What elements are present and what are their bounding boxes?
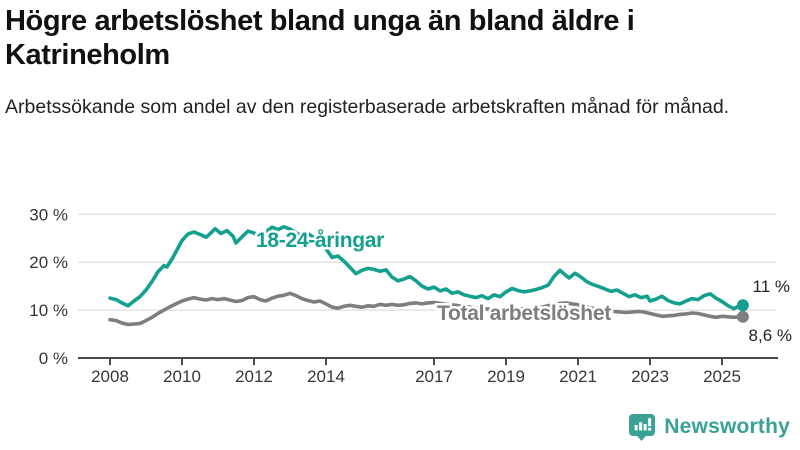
x-axis-label: 2019 — [487, 367, 525, 386]
total-series-label: Total arbetslöshet — [437, 302, 611, 325]
chart-header: Högre arbetslöshet bland unga än bland ä… — [5, 4, 795, 122]
youth-unemployment-line — [108, 225, 745, 311]
total-unemployment-line — [108, 291, 745, 327]
y-axis-label: 0 % — [39, 349, 68, 368]
x-axis-label: 2014 — [307, 367, 345, 386]
chart-title: Högre arbetslöshet bland unga än bland ä… — [5, 5, 635, 72]
x-axis-label: 2010 — [163, 367, 201, 386]
brand-footer: Newsworthy — [627, 412, 790, 442]
x-axis-label: 2021 — [559, 367, 597, 386]
y-axis-label: 10 % — [29, 301, 68, 320]
x-axis-label: 2025 — [703, 367, 741, 386]
x-axis-label: 2023 — [631, 367, 669, 386]
y-axis-label: 30 % — [29, 205, 68, 224]
newsworthy-logo-icon — [629, 414, 656, 441]
total-end-value-label: 8,6 % — [749, 326, 792, 345]
x-axis-label: 2012 — [235, 367, 273, 386]
brand-name: Newsworthy — [664, 415, 790, 438]
x-axis-label: 2017 — [415, 367, 453, 386]
x-axis-label: 2008 — [91, 367, 129, 386]
youth-end-value-label: 11 % — [753, 277, 791, 296]
chart-subtitle: Arbetssökande som andel av den registerb… — [5, 96, 730, 119]
youth-end-dot — [736, 299, 749, 312]
youth-series-label: 18-24-åringar — [256, 229, 384, 252]
total-end-dot — [736, 310, 749, 323]
y-axis-label: 20 % — [29, 253, 68, 272]
